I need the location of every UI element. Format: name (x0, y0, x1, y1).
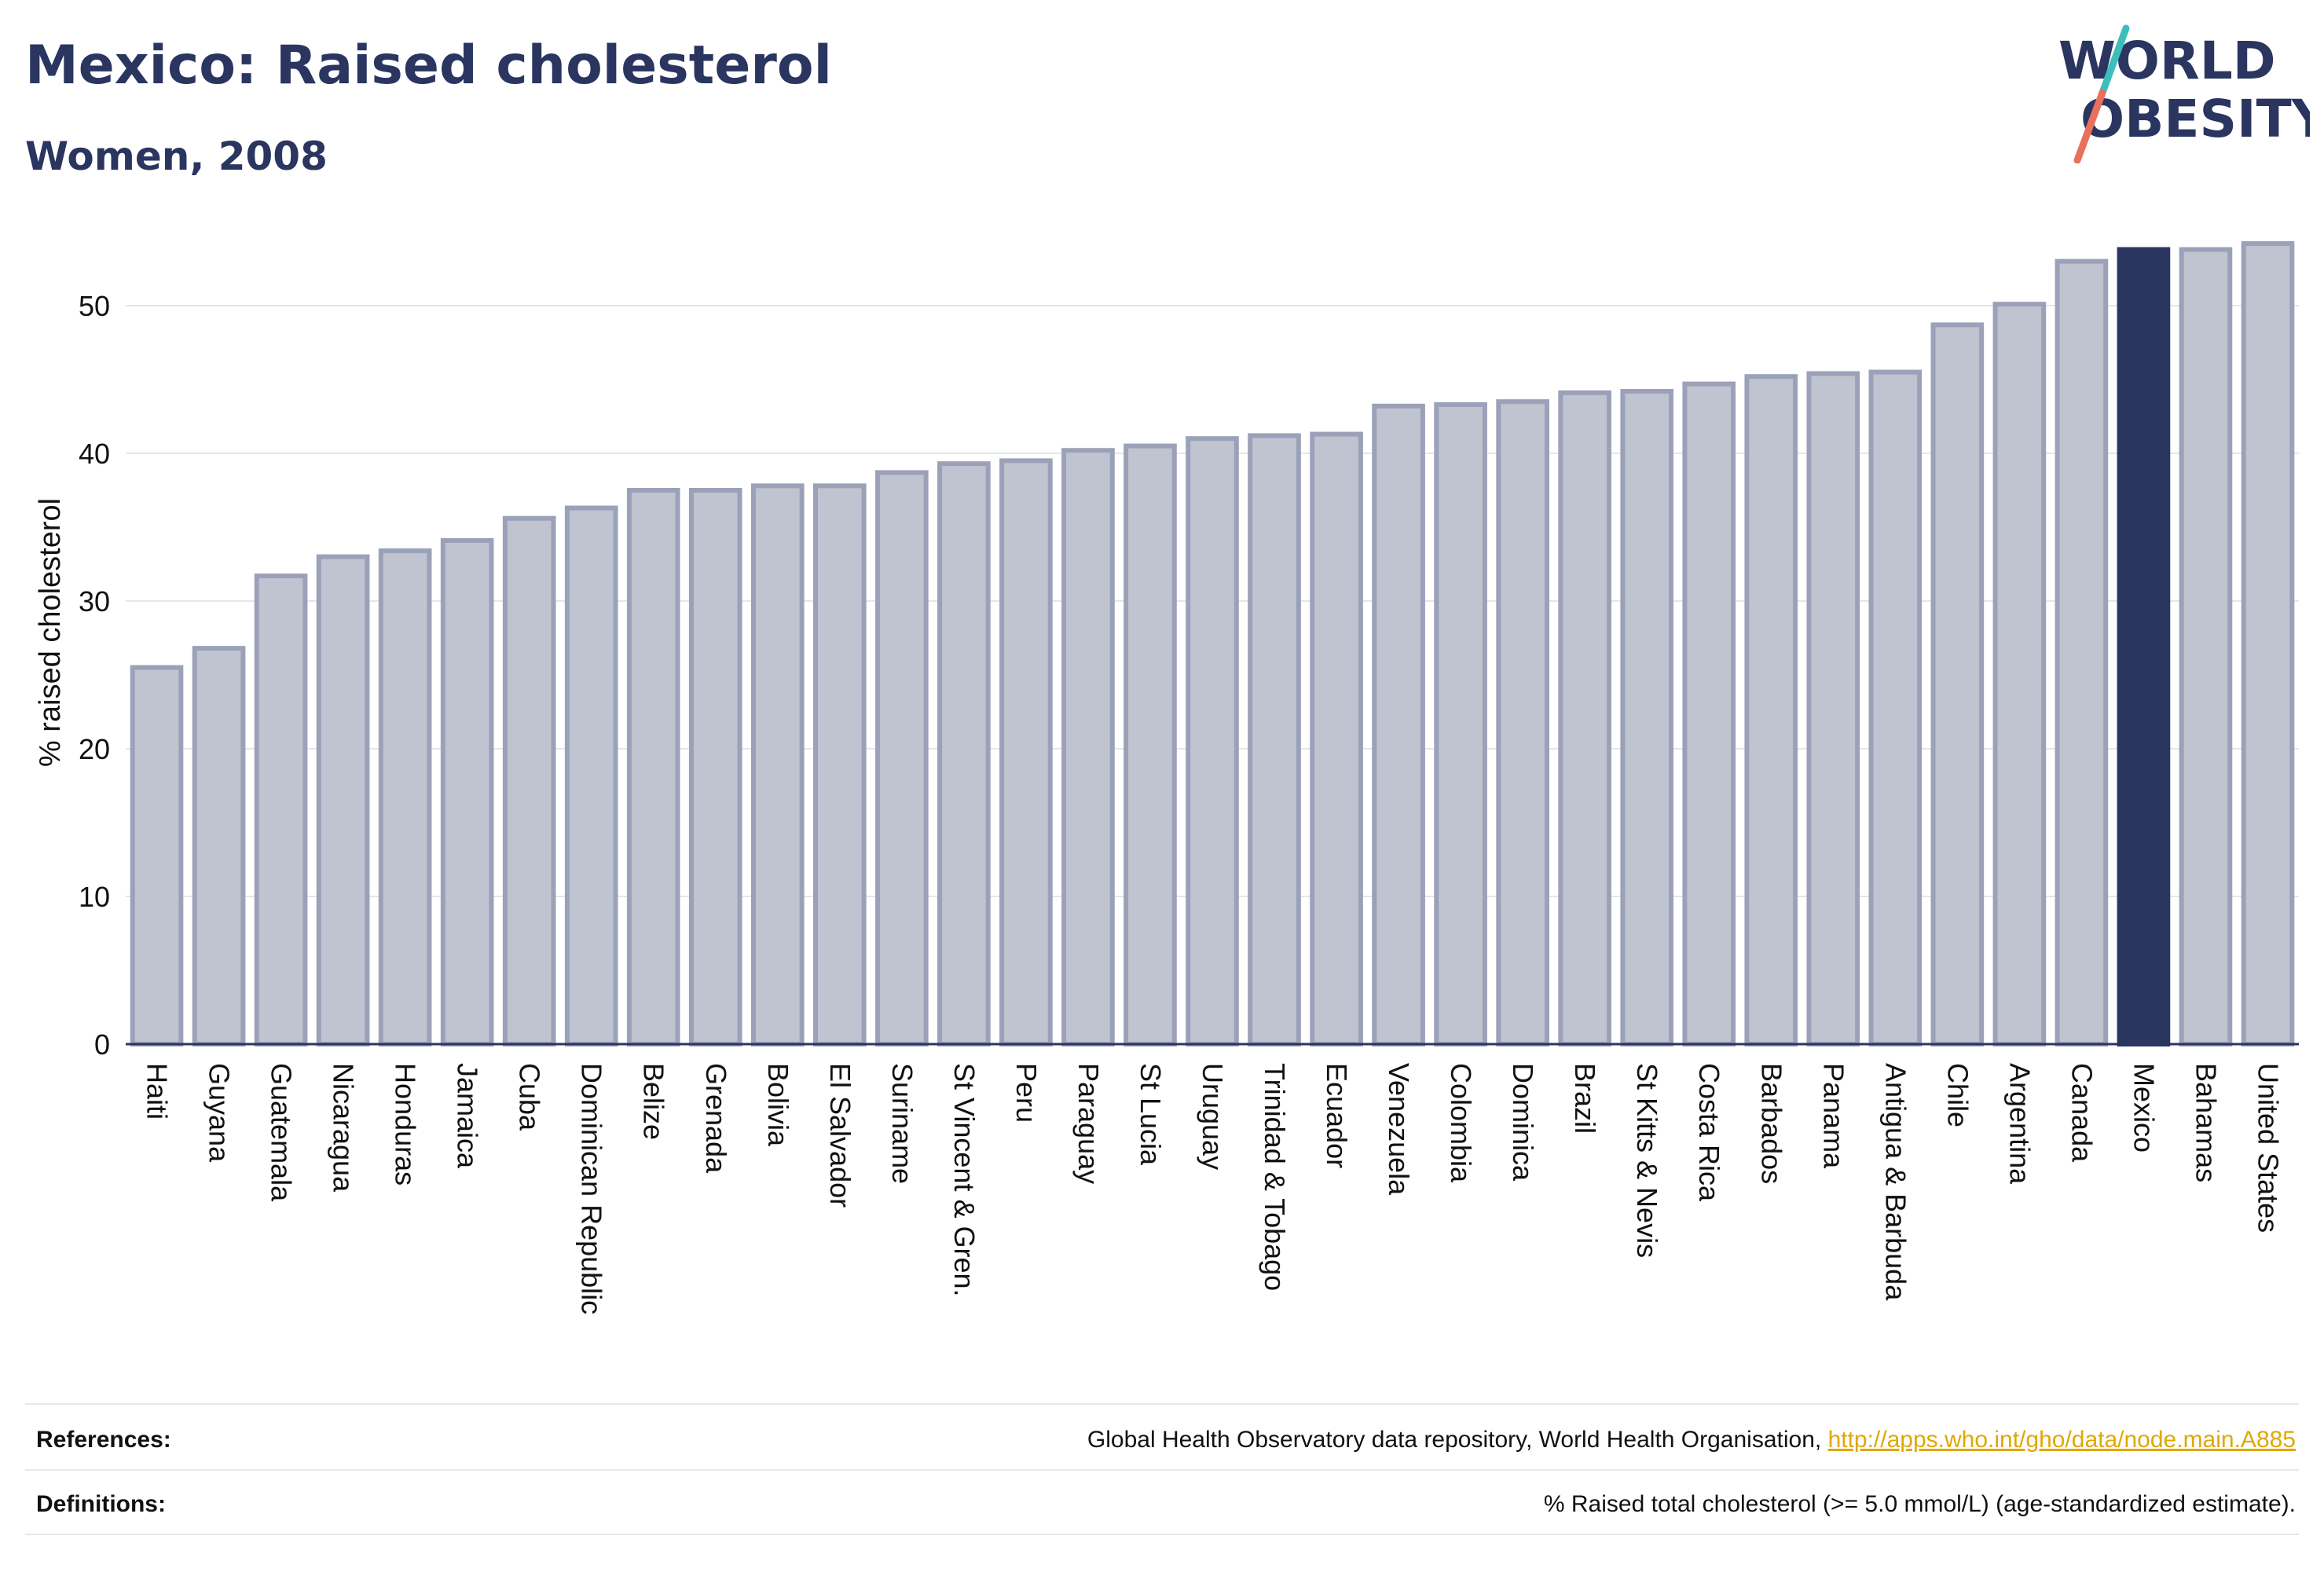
y-tick-label: 30 (79, 585, 110, 618)
x-tick-label: Belize (638, 1063, 670, 1140)
bar (1992, 302, 2047, 1046)
y-tick-label: 10 (79, 881, 110, 913)
x-tick-label: Argentina (2003, 1063, 2036, 1185)
footer-divider-top (25, 1403, 2299, 1405)
bar (1372, 403, 1425, 1046)
bar (750, 483, 805, 1046)
references-link[interactable]: http://apps.who.int/gho/data/node.main.A… (1827, 1427, 2296, 1453)
bar (1061, 448, 1115, 1046)
bar (564, 505, 618, 1046)
x-tick-label: United States (2252, 1063, 2284, 1233)
bar-highlighted (2117, 247, 2171, 1046)
x-tick-label: Guatemala (266, 1063, 298, 1202)
references-text: Global Health Observatory data repositor… (1087, 1427, 2296, 1453)
x-tick-label: Nicaragua (328, 1063, 360, 1193)
x-tick-label: Uruguay (1197, 1063, 1229, 1170)
x-tick-label: Guyana (203, 1063, 236, 1163)
bar (2179, 247, 2233, 1046)
x-tick-label: Panama (1817, 1063, 1849, 1169)
logo-line1: WORLD (2058, 31, 2276, 91)
bar (999, 458, 1053, 1046)
x-tick-label: Mexico (2128, 1063, 2160, 1153)
y-tick-label: 20 (79, 733, 110, 765)
bar (1124, 443, 1177, 1046)
axes: 0 10 20 30 40 50 Haiti Guyana Guatemala Nicaragua… (79, 290, 2299, 1314)
bar (1930, 322, 1985, 1046)
bar (688, 488, 742, 1046)
x-tick-label: Haiti (141, 1063, 174, 1120)
x-tick-label: Bahamas (2190, 1063, 2222, 1182)
bar (1620, 389, 1674, 1047)
x-tick-label: Antigua & Barbuda (1879, 1063, 1912, 1301)
x-tick-label: Barbados (1755, 1063, 1787, 1184)
bar (1744, 374, 1798, 1046)
definitions-text: % Raised total cholesterol (>= 5.0 mmol/… (1543, 1491, 2296, 1517)
definitions-label: Definitions: (36, 1491, 166, 1517)
x-tick-label: St Vincent & Gren. (948, 1063, 981, 1297)
bar (1682, 381, 1736, 1046)
x-tick-label: St Kitts & Nevis (1631, 1063, 1663, 1258)
bar (440, 537, 494, 1046)
bar (1868, 369, 1923, 1047)
references-source: Global Health Observatory data repositor… (1087, 1427, 1828, 1453)
chart-title: Mexico: Raised cholesterol (25, 35, 832, 97)
x-tick-label: Venezuela (1383, 1063, 1415, 1196)
bar (1186, 436, 1239, 1046)
bar (875, 470, 929, 1046)
x-tick-label: Grenada (700, 1063, 732, 1174)
bar (1496, 399, 1549, 1046)
bar (130, 665, 184, 1046)
world-obesity-logo: WORLD OBESITY (2058, 24, 2310, 163)
x-tick-label: Chile (1941, 1063, 1974, 1127)
x-tick-label: Dominica (1507, 1063, 1539, 1182)
footer-divider-middle (25, 1469, 2299, 1471)
x-tick-label: Dominican Republic (576, 1063, 608, 1314)
bar (192, 646, 246, 1046)
bar (626, 488, 680, 1046)
x-tick-label: Honduras (390, 1063, 422, 1186)
bar (1558, 390, 1611, 1047)
bar (254, 574, 308, 1046)
x-tick-label: El Salvador (824, 1063, 856, 1208)
references-label: References: (36, 1427, 171, 1453)
chart-subtitle: Women, 2008 (25, 134, 328, 179)
bar (2241, 241, 2295, 1047)
bar (1806, 371, 1860, 1047)
bar-chart: 0 10 20 30 40 50 Haiti Guyana Guatemala Nicaragua… (34, 241, 2299, 1314)
x-tick-label: Brazil (1569, 1063, 1601, 1134)
y-tick-label: 50 (79, 290, 110, 322)
x-tick-label: Colombia (1445, 1063, 1477, 1183)
bar (1310, 431, 1363, 1046)
x-tick-label: Suriname (886, 1063, 918, 1184)
bar (316, 554, 370, 1046)
x-tick-label: Bolivia (762, 1063, 794, 1147)
y-tick-label: 40 (79, 438, 110, 470)
bar (937, 461, 991, 1046)
x-tick-label: Peru (1010, 1063, 1043, 1123)
x-tick-label: Jamaica (452, 1063, 484, 1169)
x-tick-label: Costa Rica (1693, 1063, 1725, 1202)
x-tick-label: Trinidad & Tobago (1259, 1063, 1291, 1291)
bar (378, 548, 432, 1046)
bar (502, 515, 556, 1046)
y-axis-label: % raised cholesterol (34, 498, 67, 767)
x-tick-label: Cuba (514, 1063, 546, 1131)
x-tick-label: Paraguay (1072, 1063, 1105, 1184)
x-tick-label: St Lucia (1135, 1063, 1167, 1166)
bar (1434, 401, 1487, 1046)
bar (813, 483, 867, 1046)
bar (2055, 258, 2109, 1047)
logo-line2: OBESITY (2080, 89, 2310, 149)
bar (1248, 433, 1301, 1046)
bars (130, 241, 2295, 1047)
x-tick-label: Ecuador (1321, 1063, 1353, 1168)
x-tick-label: Canada (2066, 1063, 2098, 1163)
footer-divider-bottom (25, 1534, 2299, 1535)
y-tick-label: 0 (94, 1028, 110, 1061)
